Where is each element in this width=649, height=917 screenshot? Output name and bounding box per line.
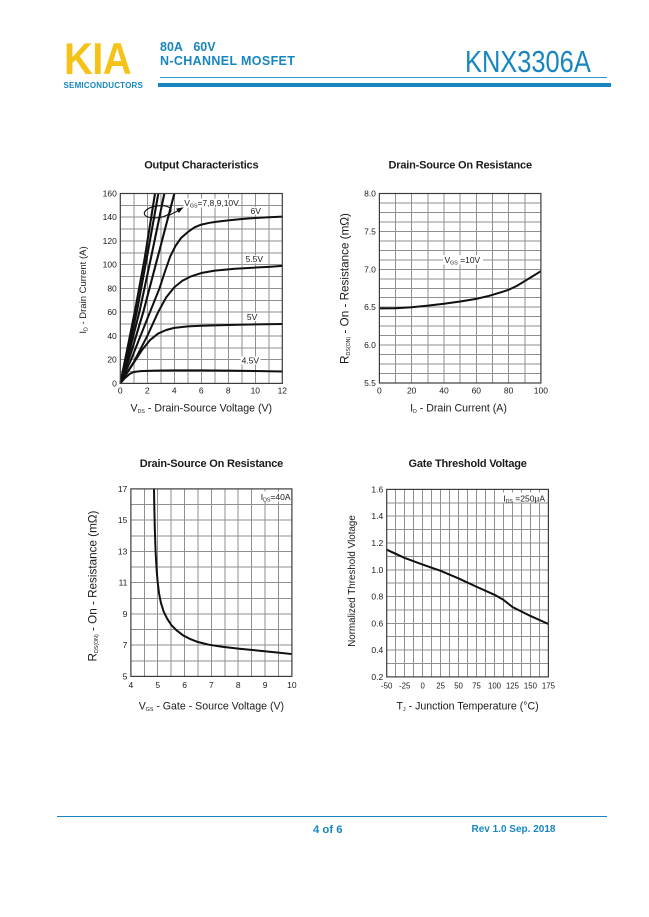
svg-text:6: 6 [182,680,187,690]
svg-text:Normalized Threshold Vlotage: Normalized Threshold Vlotage [347,515,358,647]
svg-text:5.5V: 5.5V [246,254,264,264]
svg-text:175: 175 [542,681,556,690]
svg-text:75: 75 [472,681,481,690]
svg-text:20: 20 [407,385,417,395]
svg-text:-50: -50 [381,681,393,690]
svg-text:4: 4 [129,680,134,690]
svg-text:12: 12 [278,386,288,396]
svg-text:1.4: 1.4 [371,511,383,521]
svg-text:TJ - Junction Temperature (°C): TJ - Junction Temperature (°C) [397,701,539,713]
svg-text:60: 60 [107,307,117,317]
svg-text:7: 7 [209,680,214,690]
svg-text:10: 10 [251,386,261,396]
svg-text:60: 60 [472,385,482,395]
svg-text:1.6: 1.6 [371,484,383,494]
svg-text:150: 150 [524,681,538,690]
svg-text:0.2: 0.2 [371,672,383,682]
svg-text:VGS =10V: VGS =10V [445,255,481,266]
svg-text:50: 50 [454,681,463,690]
svg-text:6.0: 6.0 [364,340,376,350]
svg-text:IDS=40A: IDS=40A [261,492,291,503]
svg-text:ID - Drain Current (A): ID - Drain Current (A) [78,246,89,333]
svg-text:6: 6 [199,386,204,396]
svg-text:0: 0 [112,378,117,388]
svg-text:5.5: 5.5 [364,378,376,388]
svg-text:ID - Drain Current (A): ID - Drain Current (A) [410,403,507,415]
svg-text:100: 100 [488,681,502,690]
svg-text:25: 25 [436,681,445,690]
svg-text:RDS(ON) - On - Resistance (mΩ): RDS(ON) - On - Resistance (mΩ) [339,213,352,364]
svg-text:5: 5 [155,680,160,690]
svg-text:0.4: 0.4 [371,645,383,655]
svg-text:-25: -25 [399,681,411,690]
svg-text:9: 9 [123,609,128,619]
svg-text:5V: 5V [247,312,258,322]
svg-text:17: 17 [118,484,128,494]
svg-text:100: 100 [534,385,548,395]
svg-text:8: 8 [236,680,241,690]
svg-text:4: 4 [172,386,177,396]
svg-text:0: 0 [377,385,382,395]
svg-text:140: 140 [103,212,117,222]
svg-text:1.2: 1.2 [371,538,383,548]
svg-text:11: 11 [119,578,128,588]
svg-text:VGS=7,8,9,10V: VGS=7,8,9,10V [184,198,239,209]
svg-text:0: 0 [118,386,123,396]
svg-text:5: 5 [123,671,128,681]
svg-text:13: 13 [118,546,128,556]
svg-text:0: 0 [420,681,425,690]
svg-text:0.6: 0.6 [371,618,383,628]
svg-text:Drain-Source On Resistance: Drain-Source On Resistance [140,458,283,470]
svg-text:0.8: 0.8 [371,592,383,602]
svg-text:VGS - Gate - Source Voltage (V: VGS - Gate - Source Voltage (V) [139,701,284,713]
svg-text:1.0: 1.0 [371,565,383,575]
svg-text:8: 8 [226,386,231,396]
svg-text:9: 9 [263,680,268,690]
svg-text:7.5: 7.5 [364,226,376,236]
svg-text:120: 120 [103,236,117,246]
svg-text:6V: 6V [251,206,262,216]
svg-text:8.0: 8.0 [364,189,376,199]
svg-text:Drain-Source On Resistance: Drain-Source On Resistance [389,160,532,172]
svg-text:100: 100 [103,260,117,270]
svg-text:160: 160 [103,189,117,199]
svg-text:4.5V: 4.5V [242,356,260,366]
svg-text:125: 125 [506,681,520,690]
svg-text:80: 80 [107,283,117,293]
svg-text:15: 15 [118,515,128,525]
svg-text:Gate Threshold Voltage: Gate Threshold Voltage [408,458,526,470]
svg-text:40: 40 [107,331,117,341]
svg-text:7.0: 7.0 [364,264,376,274]
svg-text:20: 20 [107,355,117,365]
svg-text:2: 2 [145,386,150,396]
svg-text:RDS(ON) - On - Resistance (mΩ): RDS(ON) - On - Resistance (mΩ) [87,510,100,661]
svg-text:IDS =250µA: IDS =250µA [503,494,545,505]
svg-text:80: 80 [504,385,514,395]
svg-text:10: 10 [287,680,297,690]
svg-text:6.5: 6.5 [364,302,376,312]
svg-text:Output Characteristics: Output Characteristics [144,160,258,172]
svg-text:40: 40 [439,385,449,395]
svg-text:VDS - Drain-Source Voltage (V): VDS - Drain-Source Voltage (V) [131,403,273,415]
svg-text:7: 7 [123,640,128,650]
